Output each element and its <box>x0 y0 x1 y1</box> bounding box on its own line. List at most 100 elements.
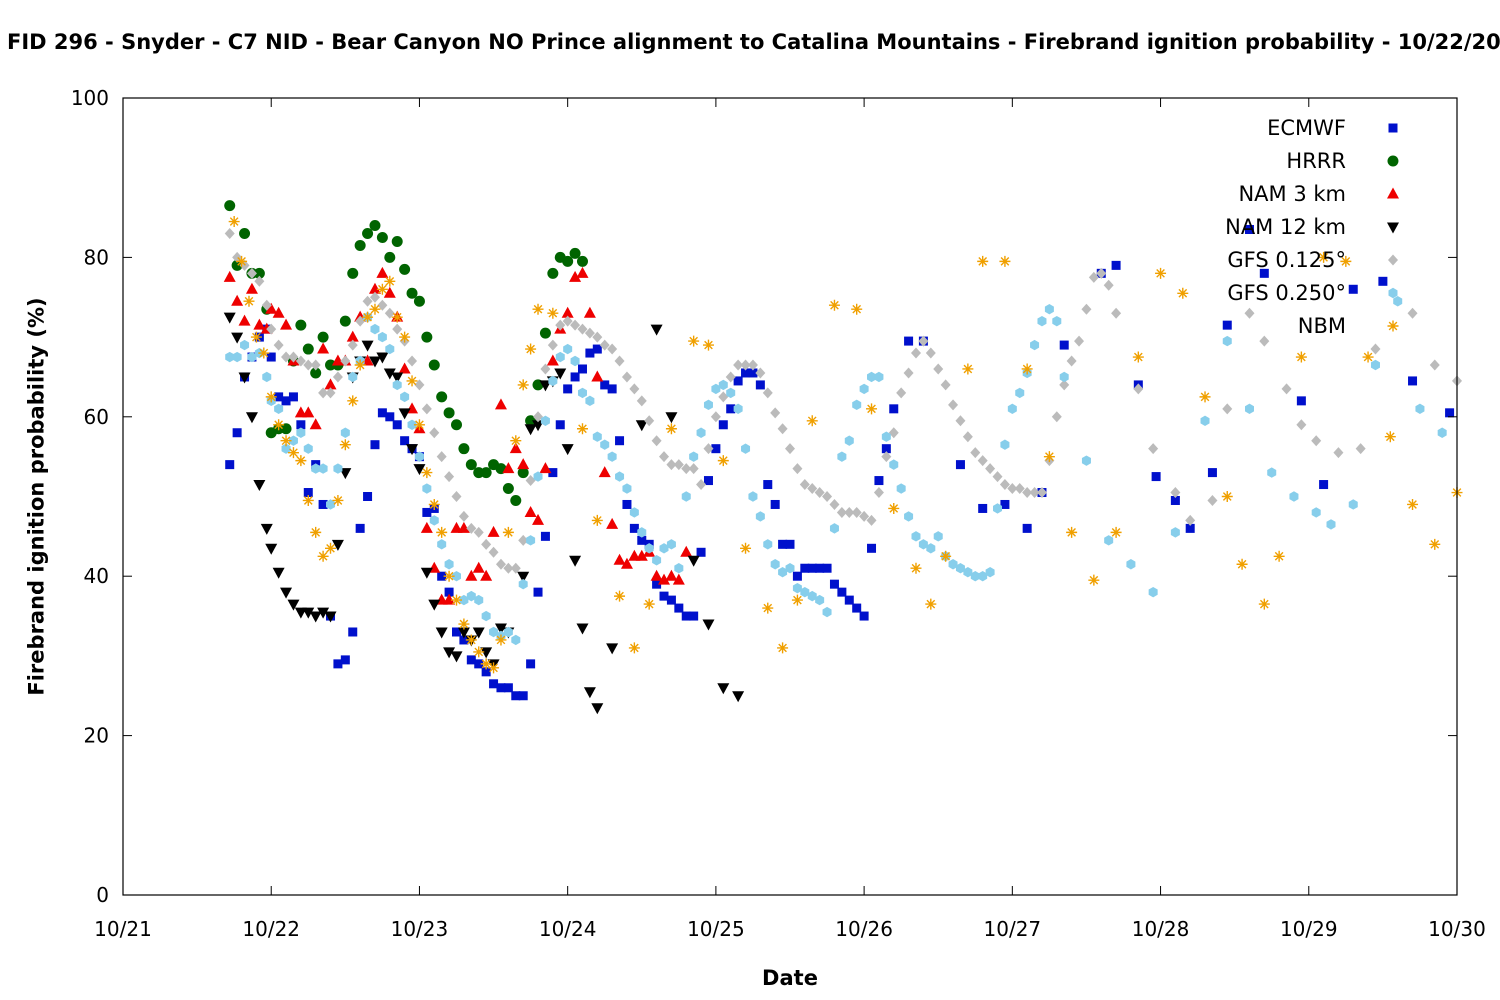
data-point <box>472 627 485 639</box>
data-point <box>287 447 299 459</box>
data-point <box>303 443 313 454</box>
data-point <box>881 444 891 454</box>
data-point <box>413 464 426 476</box>
legend-item-nam-12-km: NAM 12 km <box>1225 215 1399 239</box>
data-point <box>1429 538 1441 550</box>
data-point <box>459 594 469 606</box>
legend-label: GFS 0.250° <box>1227 281 1346 305</box>
data-point <box>346 330 359 342</box>
data-point <box>806 415 818 427</box>
data-point <box>450 651 463 663</box>
data-point <box>607 384 617 394</box>
data-point <box>1407 307 1418 319</box>
data-point <box>539 327 551 339</box>
data-point <box>904 336 914 346</box>
data-point <box>1289 491 1299 502</box>
data-point <box>474 659 484 669</box>
data-point <box>999 479 1010 491</box>
x-tick-label: 10/28 <box>1132 917 1190 941</box>
data-point <box>672 573 685 585</box>
data-point <box>391 311 403 323</box>
data-point <box>1222 403 1233 415</box>
data-point <box>421 403 432 415</box>
data-point <box>1340 255 1352 267</box>
data-point <box>1036 487 1047 499</box>
data-point <box>1207 468 1217 478</box>
data-point <box>1273 550 1285 562</box>
data-point <box>240 339 250 351</box>
data-point <box>629 523 639 533</box>
data-point <box>896 387 907 399</box>
data-point <box>569 247 581 259</box>
data-point <box>436 391 448 403</box>
data-point <box>911 531 921 542</box>
data-point <box>792 571 802 581</box>
data-point <box>592 431 602 442</box>
data-point <box>1170 495 1180 505</box>
data-point <box>288 392 298 402</box>
data-point <box>548 468 558 478</box>
data-point <box>526 659 536 669</box>
data-point <box>822 563 832 573</box>
data-point <box>778 567 788 578</box>
data-point <box>547 307 559 319</box>
data-point <box>1362 351 1374 363</box>
data-point <box>288 351 299 363</box>
data-point <box>681 491 691 502</box>
data-point <box>332 371 343 383</box>
data-point <box>511 634 521 646</box>
data-point <box>325 542 337 554</box>
data-point <box>874 371 884 383</box>
data-point <box>1088 574 1100 586</box>
data-point <box>644 543 654 554</box>
data-point <box>309 418 322 430</box>
data-point <box>376 283 388 295</box>
chart-title: FID 296 - Snyder - C7 NID - Bear Canyon … <box>7 30 1500 54</box>
data-point <box>985 567 995 578</box>
data-point <box>317 550 329 562</box>
data-point <box>502 526 514 538</box>
data-point <box>458 443 470 455</box>
data-point <box>629 507 639 518</box>
data-point <box>398 362 411 374</box>
data-point <box>1221 491 1233 502</box>
data-point <box>1155 267 1167 279</box>
data-point <box>466 655 476 665</box>
data-point <box>253 318 266 330</box>
data-point <box>755 367 766 379</box>
data-point <box>302 343 314 355</box>
data-point <box>466 522 477 534</box>
data-point <box>458 618 470 630</box>
data-point <box>777 423 788 435</box>
data-point <box>576 423 588 435</box>
data-point <box>533 471 543 482</box>
data-point <box>243 295 255 307</box>
x-tick-label: 10/21 <box>94 917 152 941</box>
data-point <box>325 387 336 399</box>
data-point <box>392 379 402 391</box>
data-point <box>1199 391 1211 403</box>
data-point <box>576 266 589 278</box>
data-point <box>717 455 729 467</box>
data-point <box>474 594 484 606</box>
data-point <box>903 367 914 379</box>
data-point <box>281 396 291 406</box>
data-point <box>443 647 456 659</box>
data-point <box>354 359 366 371</box>
data-point <box>326 499 336 510</box>
data-point <box>392 420 402 430</box>
data-point <box>265 391 277 403</box>
data-point <box>1007 483 1018 495</box>
data-point <box>650 324 663 336</box>
data-point <box>778 539 788 549</box>
data-point <box>1415 403 1425 415</box>
data-point <box>333 463 343 474</box>
data-point <box>644 415 655 427</box>
data-point <box>510 562 521 574</box>
data-point <box>518 534 529 546</box>
data-point <box>421 331 433 343</box>
legend-label: NAM 12 km <box>1225 215 1346 239</box>
data-point <box>1311 435 1322 447</box>
data-point <box>687 555 700 567</box>
